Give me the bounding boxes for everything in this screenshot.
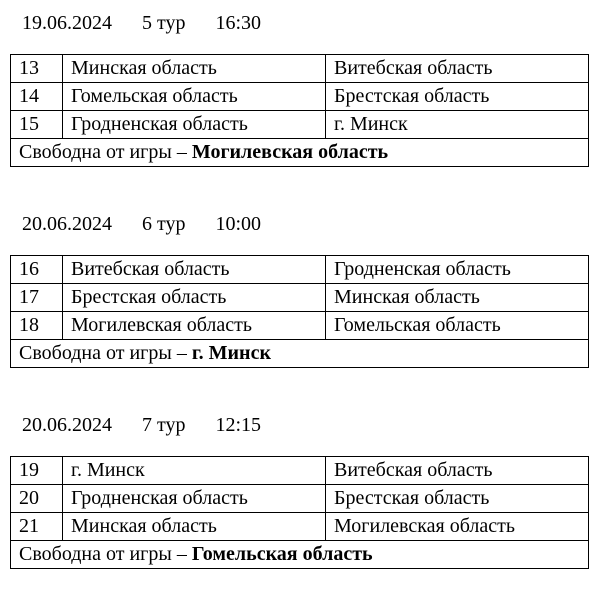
bye-label: Свободна от игры –: [19, 342, 187, 364]
table-row: 15 Гродненская область г. Минск: [10, 110, 589, 139]
bye-row: Свободна от игры – Гомельская область: [10, 540, 589, 569]
away-team: Гомельская область: [325, 311, 589, 340]
round-section-7: 20.06.2024 7 тур 12:15 19 г. Минск Витеб…: [10, 414, 589, 569]
bye-label: Свободна от игры –: [19, 141, 187, 163]
round-time: 10:00: [215, 213, 262, 235]
table-row: 21 Минская область Могилевская область: [10, 512, 589, 541]
round-time: 12:15: [215, 414, 262, 436]
bye-team: г. Минск: [191, 342, 271, 364]
table-row: 18 Могилевская область Гомельская област…: [10, 311, 589, 340]
game-number: 17: [10, 283, 63, 312]
round-number: 7 тур: [142, 414, 186, 436]
home-team: Гродненская область: [62, 484, 326, 513]
round-header: 20.06.2024 7 тур 12:15: [10, 414, 588, 437]
bye-cell: Свободна от игры – Могилевская область: [10, 138, 589, 167]
round-date: 19.06.2024: [22, 12, 112, 34]
round-section-6: 20.06.2024 6 тур 10:00 16 Витебская обла…: [10, 213, 589, 368]
table-row: 20 Гродненская область Брестская область: [10, 484, 589, 513]
home-team: Витебская область: [62, 255, 326, 284]
home-team: Гродненская область: [62, 110, 326, 139]
table-row: 14 Гомельская область Брестская область: [10, 82, 589, 111]
round-number: 5 тур: [142, 12, 186, 34]
game-number: 20: [10, 484, 63, 513]
bye-row: Свободна от игры – г. Минск: [10, 339, 589, 368]
pairings-table: 16 Витебская область Гродненская область…: [10, 255, 589, 368]
away-team: Витебская область: [325, 456, 589, 485]
home-team: г. Минск: [62, 456, 326, 485]
table-row: 13 Минская область Витебская область: [10, 54, 589, 83]
table-row: 19 г. Минск Витебская область: [10, 456, 589, 485]
home-team: Гомельская область: [62, 82, 326, 111]
bye-team: Могилевская область: [191, 141, 389, 163]
round-date: 20.06.2024: [22, 213, 112, 235]
away-team: г. Минск: [325, 110, 589, 139]
game-number: 18: [10, 311, 63, 340]
game-number: 14: [10, 82, 63, 111]
round-header: 20.06.2024 6 тур 10:00: [10, 213, 588, 236]
home-team: Брестская область: [62, 283, 326, 312]
away-team: Витебская область: [325, 54, 589, 83]
round-header: 19.06.2024 5 тур 16:30: [10, 12, 588, 35]
home-team: Минская область: [62, 54, 326, 83]
game-number: 13: [10, 54, 63, 83]
table-row: 17 Брестская область Минская область: [10, 283, 589, 312]
away-team: Брестская область: [325, 82, 589, 111]
home-team: Минская область: [62, 512, 326, 541]
round-section-5: 19.06.2024 5 тур 16:30 13 Минская област…: [10, 12, 589, 167]
bye-cell: Свободна от игры – Гомельская область: [10, 540, 589, 569]
game-number: 21: [10, 512, 63, 541]
home-team: Могилевская область: [62, 311, 326, 340]
pairings-table: 19 г. Минск Витебская область 20 Гроднен…: [10, 456, 589, 569]
away-team: Гродненская область: [325, 255, 589, 284]
pairings-table: 13 Минская область Витебская область 14 …: [10, 54, 589, 167]
round-number: 6 тур: [142, 213, 186, 235]
bye-label: Свободна от игры –: [19, 543, 187, 565]
bye-team: Гомельская область: [191, 543, 373, 565]
game-number: 19: [10, 456, 63, 485]
round-date: 20.06.2024: [22, 414, 112, 436]
round-time: 16:30: [215, 12, 262, 34]
bye-cell: Свободна от игры – г. Минск: [10, 339, 589, 368]
table-row: 16 Витебская область Гродненская область: [10, 255, 589, 284]
game-number: 16: [10, 255, 63, 284]
bye-row: Свободна от игры – Могилевская область: [10, 138, 589, 167]
game-number: 15: [10, 110, 63, 139]
schedule-page: 19.06.2024 5 тур 16:30 13 Минская област…: [10, 12, 589, 569]
away-team: Могилевская область: [325, 512, 589, 541]
away-team: Минская область: [325, 283, 589, 312]
away-team: Брестская область: [325, 484, 589, 513]
